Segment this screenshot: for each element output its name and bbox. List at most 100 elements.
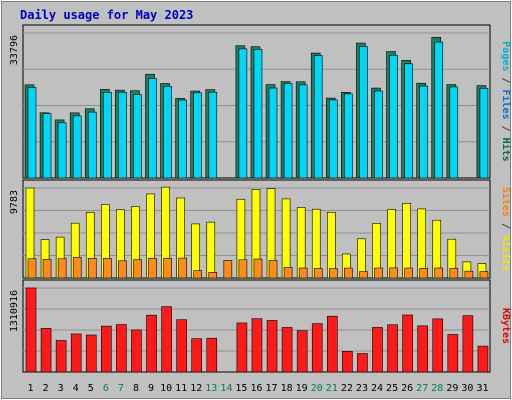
bar-sites — [223, 260, 233, 279]
x-tick-label: 5 — [88, 383, 94, 394]
x-tick-label: 16 — [250, 383, 262, 394]
bar-visits — [402, 202, 411, 279]
bar-sites — [344, 267, 353, 279]
x-tick-label: 27 — [416, 383, 428, 394]
panel-series-label: Sites / Visits — [500, 187, 512, 271]
bar-sites — [479, 271, 489, 279]
bar-kbytes — [131, 329, 142, 373]
bar-kbytes — [116, 324, 127, 373]
bar-kbytes — [85, 334, 97, 373]
bar-kbytes — [161, 306, 172, 373]
bar-sites — [118, 260, 127, 279]
bar-sites — [193, 270, 203, 279]
x-tick-label: 14 — [220, 383, 232, 394]
bar-kbytes — [266, 320, 278, 373]
bar-sites — [268, 260, 278, 279]
bar-kbytes — [417, 325, 428, 373]
bar-sites — [148, 258, 157, 279]
bar-sites — [298, 267, 308, 279]
x-tick-label: 18 — [281, 383, 293, 394]
x-tick-label: 1 — [28, 383, 34, 394]
bar-kbytes — [447, 334, 459, 373]
x-tick-label: 17 — [266, 383, 278, 394]
bar-files — [328, 99, 338, 179]
bar-visits — [281, 198, 291, 279]
x-tick-label: 26 — [401, 383, 413, 394]
x-tick-label: 20 — [311, 383, 323, 394]
series-label-part: / — [500, 120, 511, 138]
bar-files — [57, 122, 67, 179]
bar-files — [374, 90, 383, 179]
bar-sites — [313, 268, 323, 279]
y-max-label: 1310916 — [9, 290, 20, 332]
x-tick-label: 10 — [160, 383, 172, 394]
bar-files — [449, 86, 459, 179]
series-label-part: / — [500, 217, 511, 235]
bar-files — [404, 63, 413, 179]
x-tick-label: 24 — [371, 383, 383, 394]
x-tick-label: 23 — [356, 383, 368, 394]
x-tick-label: 4 — [73, 383, 79, 394]
x-tick-label: 25 — [386, 383, 398, 394]
bar-kbytes — [357, 353, 368, 373]
bar-sites — [374, 267, 383, 279]
bar-sites — [253, 258, 263, 279]
bar-files — [434, 41, 444, 179]
x-tick-label: 28 — [431, 383, 443, 394]
panel-series-label: Pages / Files / Hits — [500, 41, 512, 161]
x-tick-label: 3 — [58, 383, 64, 394]
x-tick-label: 13 — [205, 383, 217, 394]
bar-kbytes — [101, 325, 112, 373]
x-tick-label: 29 — [446, 383, 458, 394]
panel-pages-files-hits: 33796 Pages / Files / Hits — [9, 24, 512, 179]
bar-sites — [449, 268, 459, 279]
bar-files — [208, 91, 218, 179]
bar-visits — [206, 221, 216, 279]
bar-sites — [57, 258, 67, 279]
bar-files — [27, 87, 37, 179]
bar-kbytes — [55, 340, 67, 373]
bar-sites — [238, 259, 248, 279]
bar-files — [313, 55, 323, 179]
bar-files — [419, 85, 428, 179]
bar-kbytes — [176, 319, 187, 373]
bar-kbytes — [40, 328, 52, 373]
bar-kbytes — [251, 318, 263, 373]
bar-files — [193, 92, 203, 179]
x-tick-label: 31 — [476, 383, 488, 394]
bar-files — [133, 94, 142, 179]
bar-files — [87, 111, 97, 179]
bar-kbytes — [296, 330, 308, 373]
chart-panels: 33796 Pages / Files / Hits 9783 Sites / Vis… — [9, 24, 512, 373]
bar-sites — [133, 259, 142, 279]
bar-sites — [103, 258, 112, 279]
bar-kbytes — [387, 324, 398, 373]
y-max-label: 33796 — [9, 35, 20, 65]
x-tick-label: 11 — [175, 383, 187, 394]
x-tick-label: 21 — [326, 383, 338, 394]
panel-visits-sites: 9783 Sites / Visits — [9, 179, 512, 279]
bar-sites — [404, 267, 413, 279]
x-tick-label: 15 — [235, 383, 247, 394]
bar-kbytes — [281, 327, 293, 373]
bar-files — [268, 87, 278, 179]
bar-files — [253, 49, 263, 179]
bar-sites — [283, 267, 293, 279]
bar-visits — [191, 223, 201, 279]
bar-sites — [72, 257, 82, 279]
bar-sites — [389, 267, 398, 279]
series-label-part: KBytes — [500, 308, 511, 344]
x-tick-label: 22 — [341, 383, 353, 394]
bar-files — [148, 78, 157, 179]
bar-kbytes — [146, 314, 157, 373]
x-tick-label: 19 — [296, 383, 308, 394]
bar-kbytes — [372, 327, 383, 373]
bar-files — [389, 55, 398, 179]
bar-files — [72, 115, 82, 179]
bar-kbytes — [326, 315, 338, 373]
bar-kbytes — [70, 333, 82, 373]
bar-kbytes — [402, 314, 413, 373]
chart-title: Daily usage for May 2023 — [20, 8, 193, 22]
